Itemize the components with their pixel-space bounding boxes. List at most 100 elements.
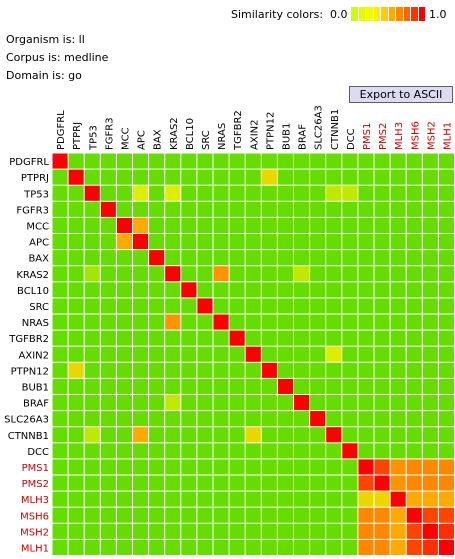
heatmap-cell[interactable] <box>197 395 213 411</box>
heatmap-cell[interactable] <box>116 378 132 394</box>
heatmap-cell[interactable] <box>358 314 374 330</box>
heatmap-cell[interactable] <box>326 523 342 539</box>
heatmap-cell[interactable] <box>390 475 406 491</box>
heatmap-cell[interactable] <box>294 475 310 491</box>
heatmap-cell[interactable] <box>52 411 68 427</box>
heatmap-cell[interactable] <box>229 169 245 185</box>
heatmap-cell[interactable] <box>181 395 197 411</box>
heatmap-cell[interactable] <box>261 491 277 507</box>
heatmap-cell[interactable] <box>245 475 261 491</box>
heatmap-cell[interactable] <box>68 459 84 475</box>
heatmap-cell[interactable] <box>100 475 116 491</box>
heatmap-cell[interactable] <box>422 459 438 475</box>
heatmap-cell[interactable] <box>277 234 293 250</box>
heatmap-cell[interactable] <box>133 153 149 169</box>
heatmap-cell[interactable] <box>390 153 406 169</box>
heatmap-cell[interactable] <box>68 443 84 459</box>
heatmap-cell[interactable] <box>310 153 326 169</box>
heatmap-cell[interactable] <box>374 491 390 507</box>
heatmap-cell[interactable] <box>342 266 358 282</box>
heatmap-cell[interactable] <box>310 169 326 185</box>
heatmap-cell[interactable] <box>374 539 390 555</box>
heatmap-cell[interactable] <box>438 217 454 233</box>
heatmap-cell[interactable] <box>165 491 181 507</box>
heatmap-cell[interactable] <box>422 250 438 266</box>
heatmap-cell[interactable] <box>326 475 342 491</box>
heatmap-cell[interactable] <box>310 539 326 555</box>
heatmap-cell[interactable] <box>342 523 358 539</box>
heatmap-cell[interactable] <box>390 201 406 217</box>
heatmap-cell[interactable] <box>165 378 181 394</box>
heatmap-cell[interactable] <box>84 411 100 427</box>
heatmap-cell[interactable] <box>181 427 197 443</box>
heatmap-cell[interactable] <box>294 427 310 443</box>
heatmap-cell[interactable] <box>68 362 84 378</box>
heatmap-cell[interactable] <box>229 185 245 201</box>
heatmap-cell[interactable] <box>165 507 181 523</box>
heatmap-cell[interactable] <box>149 507 165 523</box>
heatmap-cell[interactable] <box>438 330 454 346</box>
heatmap-cell[interactable] <box>310 362 326 378</box>
heatmap-cell[interactable] <box>390 378 406 394</box>
heatmap-cell[interactable] <box>374 459 390 475</box>
heatmap-cell[interactable] <box>326 411 342 427</box>
heatmap-cell[interactable] <box>390 298 406 314</box>
heatmap-cell[interactable] <box>165 153 181 169</box>
heatmap-cell[interactable] <box>100 427 116 443</box>
heatmap-cell[interactable] <box>374 282 390 298</box>
heatmap-cell[interactable] <box>68 395 84 411</box>
heatmap-cell[interactable] <box>229 266 245 282</box>
heatmap-cell[interactable] <box>390 427 406 443</box>
heatmap-cell[interactable] <box>358 298 374 314</box>
heatmap-cell[interactable] <box>310 459 326 475</box>
heatmap-cell[interactable] <box>374 185 390 201</box>
heatmap-cell[interactable] <box>149 330 165 346</box>
heatmap-cell[interactable] <box>133 507 149 523</box>
heatmap-cell[interactable] <box>245 362 261 378</box>
heatmap-cell[interactable] <box>165 169 181 185</box>
heatmap-cell[interactable] <box>390 395 406 411</box>
heatmap-cell[interactable] <box>181 266 197 282</box>
heatmap-cell[interactable] <box>181 234 197 250</box>
heatmap-cell[interactable] <box>422 330 438 346</box>
heatmap-cell[interactable] <box>149 185 165 201</box>
heatmap-cell[interactable] <box>294 395 310 411</box>
heatmap-cell[interactable] <box>310 443 326 459</box>
heatmap-cell[interactable] <box>133 475 149 491</box>
heatmap-cell[interactable] <box>149 378 165 394</box>
heatmap-cell[interactable] <box>68 217 84 233</box>
heatmap-cell[interactable] <box>149 539 165 555</box>
heatmap-cell[interactable] <box>277 443 293 459</box>
heatmap-cell[interactable] <box>326 491 342 507</box>
heatmap-cell[interactable] <box>133 169 149 185</box>
heatmap-cell[interactable] <box>342 378 358 394</box>
heatmap-cell[interactable] <box>229 362 245 378</box>
heatmap-cell[interactable] <box>213 507 229 523</box>
heatmap-cell[interactable] <box>438 185 454 201</box>
heatmap-cell[interactable] <box>358 346 374 362</box>
heatmap-cell[interactable] <box>277 395 293 411</box>
heatmap-cell[interactable] <box>100 362 116 378</box>
heatmap-cell[interactable] <box>133 201 149 217</box>
heatmap-cell[interactable] <box>294 362 310 378</box>
heatmap-cell[interactable] <box>406 427 422 443</box>
heatmap-cell[interactable] <box>406 459 422 475</box>
heatmap-cell[interactable] <box>229 250 245 266</box>
heatmap-cell[interactable] <box>422 169 438 185</box>
heatmap-cell[interactable] <box>245 523 261 539</box>
heatmap-cell[interactable] <box>100 217 116 233</box>
heatmap-cell[interactable] <box>261 346 277 362</box>
heatmap-cell[interactable] <box>326 282 342 298</box>
heatmap-cell[interactable] <box>229 427 245 443</box>
heatmap-cell[interactable] <box>181 378 197 394</box>
heatmap-cell[interactable] <box>261 427 277 443</box>
heatmap-cell[interactable] <box>84 185 100 201</box>
heatmap-cell[interactable] <box>133 185 149 201</box>
heatmap-cell[interactable] <box>68 153 84 169</box>
heatmap-cell[interactable] <box>213 185 229 201</box>
heatmap-cell[interactable] <box>213 362 229 378</box>
heatmap-cell[interactable] <box>245 411 261 427</box>
heatmap-cell[interactable] <box>326 507 342 523</box>
heatmap-cell[interactable] <box>358 539 374 555</box>
heatmap-cell[interactable] <box>374 475 390 491</box>
